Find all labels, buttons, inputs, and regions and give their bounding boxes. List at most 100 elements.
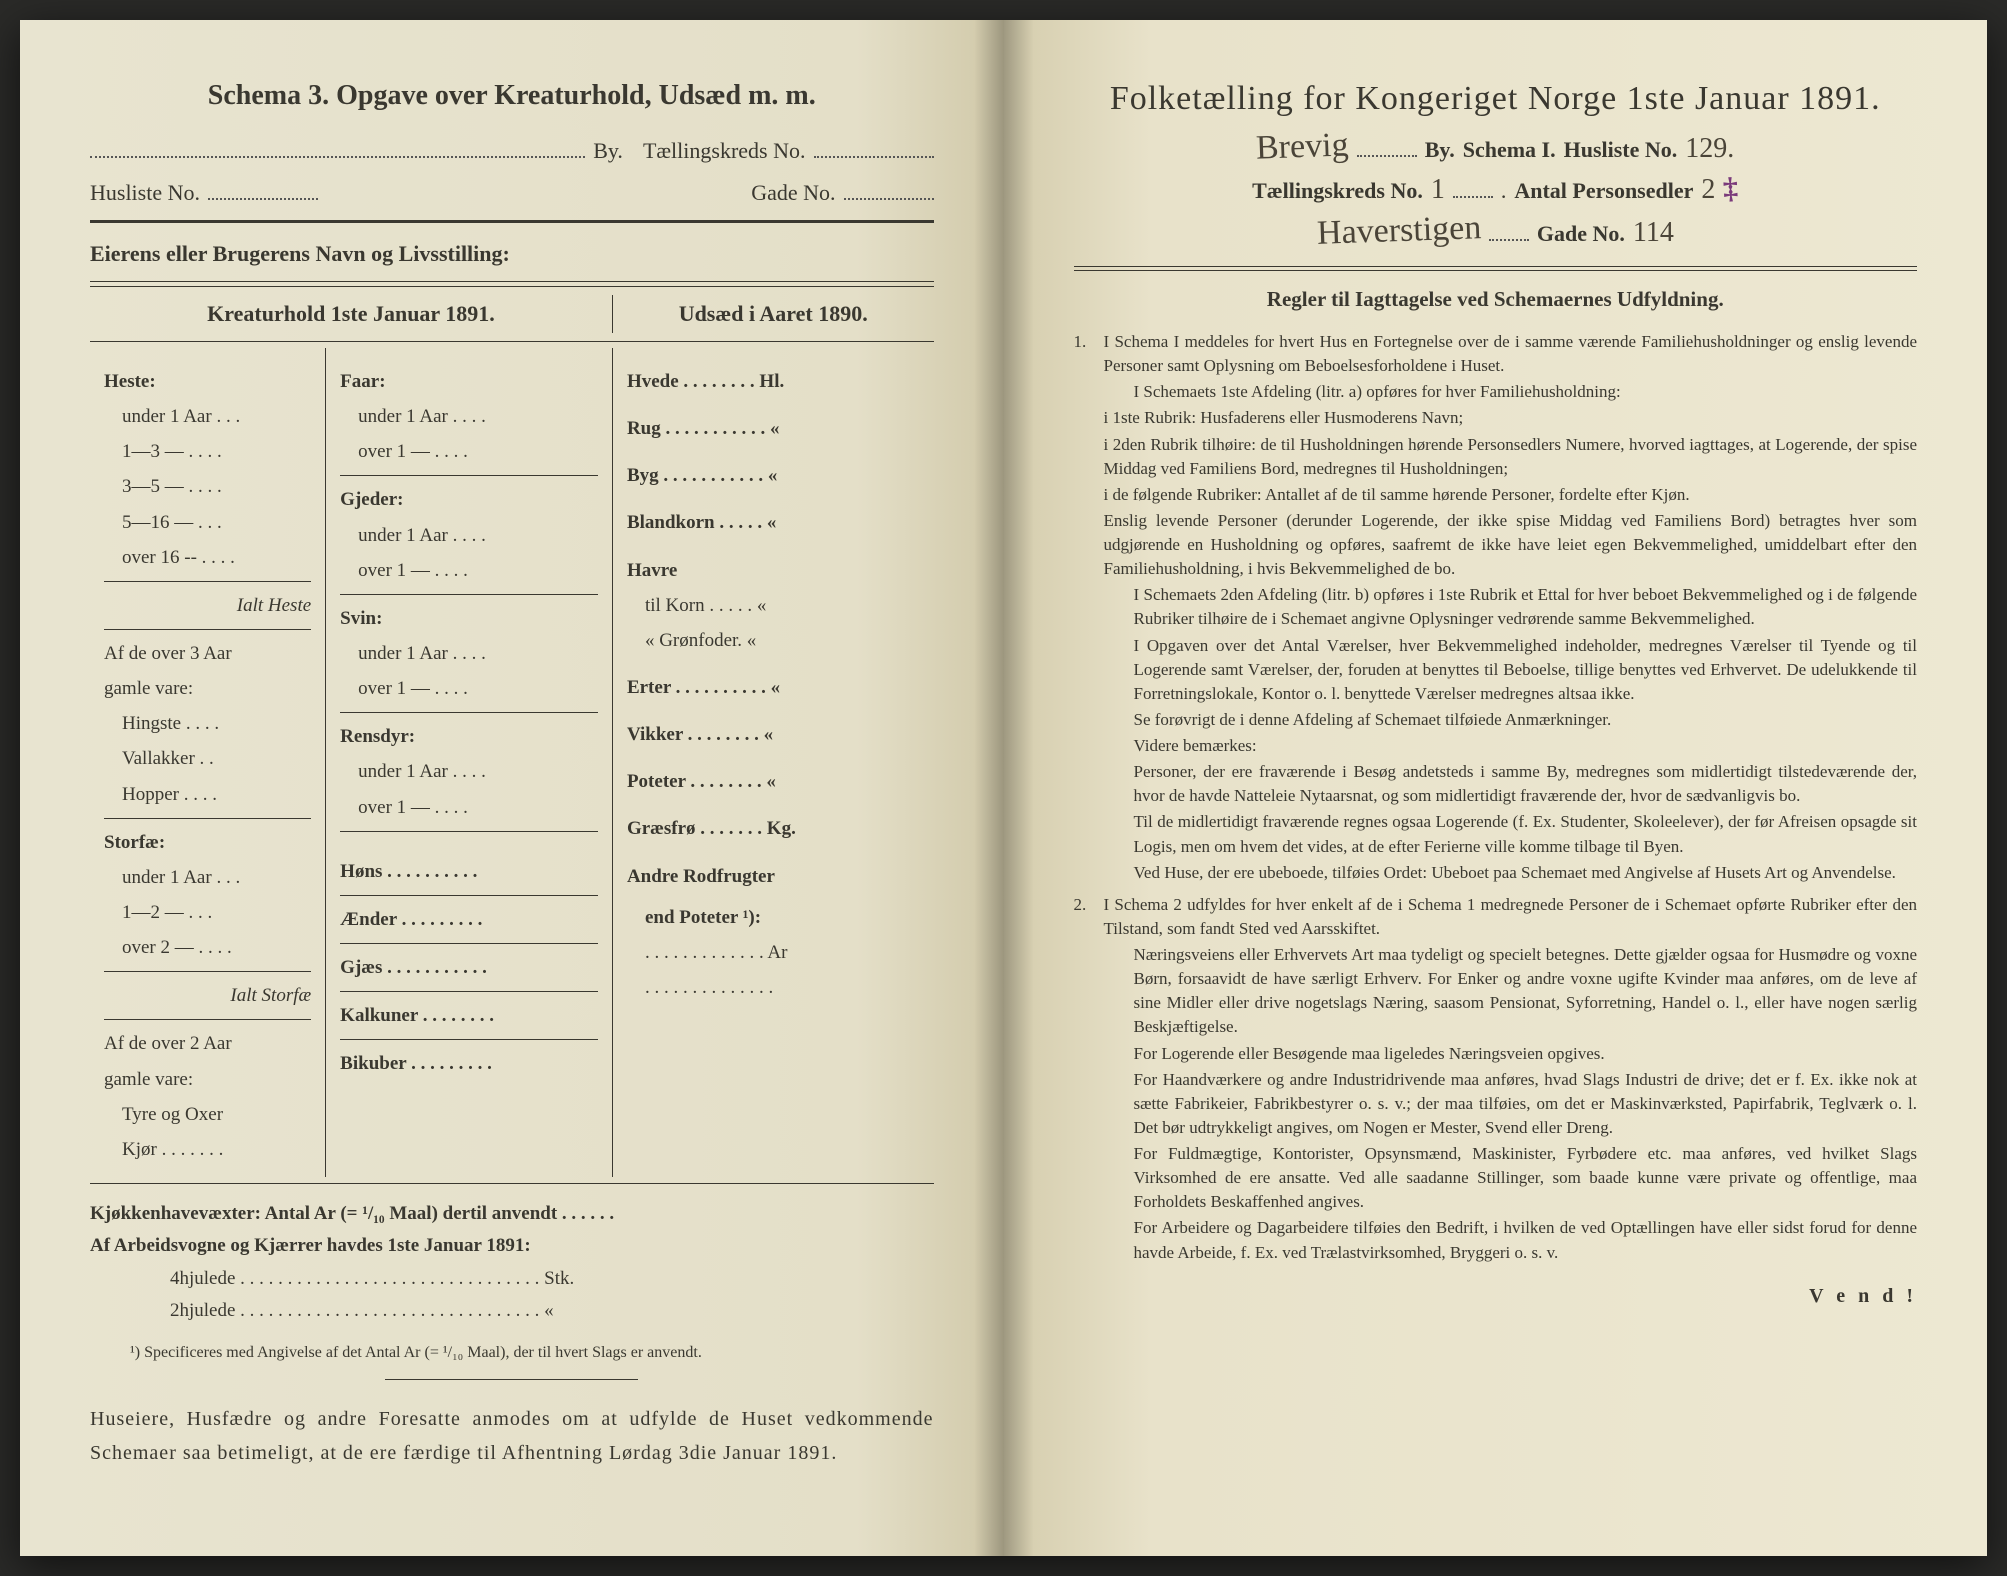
rules-body: 1. I Schema I meddeles for hvert Hus en … — [1074, 330, 1918, 1267]
handwritten-gade: Haverstigen — [1316, 209, 1482, 253]
book-spread: Schema 3. Opgave over Kreaturhold, Udsæd… — [20, 20, 1987, 1556]
label-by: By. — [593, 138, 623, 164]
row-hvede: Hvede . . . . . . . . Hl. — [627, 364, 920, 399]
label-schema1: Schema I. — [1463, 137, 1556, 163]
rule2-naer: Næringsveiens eller Erhvervets Art maa t… — [1104, 943, 1918, 1040]
rule1-a3: i de følgende Rubriker: Antallet af de t… — [1104, 483, 1918, 507]
col-a: Heste: under 1 Aar . . . 1—3 — . . . . 3… — [90, 348, 326, 1177]
rule1-lead: I Schema I meddeles for hvert Hus en For… — [1104, 332, 1918, 375]
gjeder-row: over 1 — . . . . — [340, 553, 598, 588]
ialt-heste: Ialt Heste — [104, 588, 311, 623]
col-c: Hvede . . . . . . . . Hl. Rug . . . . . … — [613, 348, 934, 1177]
gamle2-label: gamle vare: — [104, 1062, 311, 1097]
rule1-opg: I Opgaven over det Antal Værelser, hver … — [1104, 634, 1918, 706]
cat-faar: Faar: — [340, 364, 598, 399]
heste-row: over 16 -- . . . . — [104, 540, 311, 575]
rule1-videre: Videre bemærkes: — [1104, 734, 1918, 758]
cat-bikuber: Bikuber . . . . . . . . . — [340, 1046, 598, 1081]
label-husliste: Husliste No. — [90, 180, 200, 206]
row-rug: Rug . . . . . . . . . . . « — [627, 411, 920, 446]
row-erter: Erter . . . . . . . . . . « — [627, 670, 920, 705]
cat-hons: Høns . . . . . . . . . . — [340, 854, 598, 889]
cat-gjeder: Gjeder: — [340, 482, 598, 517]
faar-row: over 1 — . . . . — [340, 434, 598, 469]
schema3-table: Heste: under 1 Aar . . . 1—3 — . . . . 3… — [90, 348, 934, 1177]
vend-label: V e n d ! — [1074, 1285, 1918, 1308]
ialt-storfae: Ialt Storfæ — [104, 978, 311, 1013]
closing-text: Huseiere, Husfædre og andre Foresatte an… — [90, 1402, 934, 1470]
stamp-mark: ‡ — [1723, 172, 1740, 207]
storfae-row: 1—2 — . . . — [104, 895, 311, 930]
heste-row: 5—16 — . . . — [104, 505, 311, 540]
rule1-enslig: Enslig levende Personer (derunder Logere… — [1104, 509, 1918, 581]
form-line-by: By. Tællingskreds No. — [90, 136, 934, 164]
rule1-b: I Schemaets 2den Afdeling (litr. b) opfø… — [1104, 583, 1918, 631]
label-tk: Tællingskreds No. — [1252, 178, 1423, 204]
row-havre: Havre — [627, 553, 920, 588]
kjokken-label: Kjøkkenhavevæxter: Antal Ar (= ¹/₁₀ Maal… — [90, 1203, 614, 1224]
svin-row: under 1 Aar . . . . — [340, 636, 598, 671]
row-graesfro: Græsfrø . . . . . . . Kg. — [627, 811, 920, 846]
row-end-poteter: end Poteter ¹): — [627, 900, 920, 935]
handwritten-gade-no: 114 — [1633, 217, 1674, 249]
gamle-label: gamle vare: — [104, 671, 311, 706]
rule1-midl: Til de midlertidigt fraværende regnes og… — [1104, 810, 1918, 858]
bottom-text: Kjøkkenhavevæxter: Antal Ar (= ¹/₁₀ Maal… — [90, 1198, 934, 1327]
rule1-a: I Schemaets 1ste Afdeling (litr. a) opfø… — [1104, 380, 1918, 404]
over3-row: Vallakker . . — [104, 741, 311, 776]
havre-row: « Grønfoder. « — [627, 623, 920, 658]
rule2-lead: I Schema 2 udfyldes for hver enkelt af d… — [1104, 893, 1918, 941]
handwritten-husliste-no: 129. — [1685, 133, 1734, 165]
row-ar: . . . . . . . . . . . . . Ar — [627, 935, 920, 970]
table-header: Kreaturhold 1ste Januar 1891. Udsæd i Aa… — [90, 295, 934, 333]
over3-row: Hingste . . . . — [104, 706, 311, 741]
heste-row: 1—3 — . . . . — [104, 434, 311, 469]
label-by: By. — [1425, 137, 1455, 163]
row-byg: Byg . . . . . . . . . . . « — [627, 458, 920, 493]
owner-label: Eierens eller Brugerens Navn og Livsstil… — [90, 241, 934, 267]
label-husliste: Husliste No. — [1564, 137, 1678, 163]
left-page: Schema 3. Opgave over Kreaturhold, Udsæd… — [20, 20, 1004, 1556]
over2-label: Af de over 2 Aar — [104, 1026, 311, 1061]
form-header-2: Tællingskreds No. 1 . Antal Personsedler… — [1074, 172, 1918, 206]
rule2-arb: For Arbeidere og Dagarbeidere tilføies d… — [1104, 1216, 1918, 1264]
heste-row: 3—5 — . . . . — [104, 469, 311, 504]
twowheel: 2hjulede . . . . . . . . . . . . . . . .… — [90, 1295, 934, 1327]
cat-heste: Heste: — [104, 364, 311, 399]
right-page: Folketælling for Kongeriget Norge 1ste J… — [1004, 20, 1988, 1556]
havre-row: til Korn . . . . . « — [627, 588, 920, 623]
row-blank: . . . . . . . . . . . . . . — [627, 970, 920, 1005]
faar-row: under 1 Aar . . . . — [340, 399, 598, 434]
col-header-udsaed: Udsæd i Aaret 1890. — [613, 295, 934, 333]
rule2-haand: For Haandværkere og andre Industridriven… — [1104, 1068, 1918, 1140]
cat-aender: Ænder . . . . . . . . . — [340, 902, 598, 937]
cat-svin: Svin: — [340, 601, 598, 636]
rule1-se: Se forøvrigt de i denne Afdeling af Sche… — [1104, 708, 1918, 732]
row-poteter: Poteter . . . . . . . . « — [627, 764, 920, 799]
form-header-3: Haverstigen Gade No. 114 — [1074, 212, 1918, 250]
arbeidsvogne-label: Af Arbeidsvogne og Kjærrer havdes 1ste J… — [90, 1235, 531, 1256]
form-header-1: Brevig By. Schema I. Husliste No. 129. — [1074, 128, 1918, 166]
svin-row: over 1 — . . . . — [340, 671, 598, 706]
storfae-row: over 2 — . . . . — [104, 930, 311, 965]
rule2-log: For Logerende eller Besøgende maa ligele… — [1104, 1042, 1918, 1066]
over2-row: Kjør . . . . . . . — [104, 1132, 311, 1167]
storfae-row: under 1 Aar . . . — [104, 860, 311, 895]
rensdyr-row: over 1 — . . . . — [340, 790, 598, 825]
rensdyr-row: under 1 Aar . . . . — [340, 754, 598, 789]
row-blandkorn: Blandkorn . . . . . « — [627, 505, 920, 540]
census-title: Folketælling for Kongeriget Norge 1ste J… — [1074, 80, 1918, 118]
row-vikker: Vikker . . . . . . . . « — [627, 717, 920, 752]
rule2-fuldm: For Fuldmægtige, Kontorister, Opsynsmænd… — [1104, 1142, 1918, 1214]
heste-row: under 1 Aar . . . — [104, 399, 311, 434]
regler-heading: Regler til Iagttagelse ved Schemaernes U… — [1074, 287, 1918, 312]
over3-label: Af de over 3 Aar — [104, 636, 311, 671]
rule1-pers: Personer, der ere fraværende i Besøg and… — [1104, 760, 1918, 808]
form-line-husliste: Husliste No. Gade No. — [90, 178, 934, 206]
handwritten-tk-no: 1 — [1431, 174, 1445, 206]
label-tk: Tællingskreds No. — [643, 138, 806, 164]
schema3-title: Schema 3. Opgave over Kreaturhold, Udsæd… — [90, 80, 934, 112]
label-antal-personsedler: Antal Personsedler — [1514, 178, 1693, 204]
cat-gjaes: Gjæs . . . . . . . . . . . — [340, 950, 598, 985]
handwritten-antal: 2 — [1701, 174, 1715, 206]
